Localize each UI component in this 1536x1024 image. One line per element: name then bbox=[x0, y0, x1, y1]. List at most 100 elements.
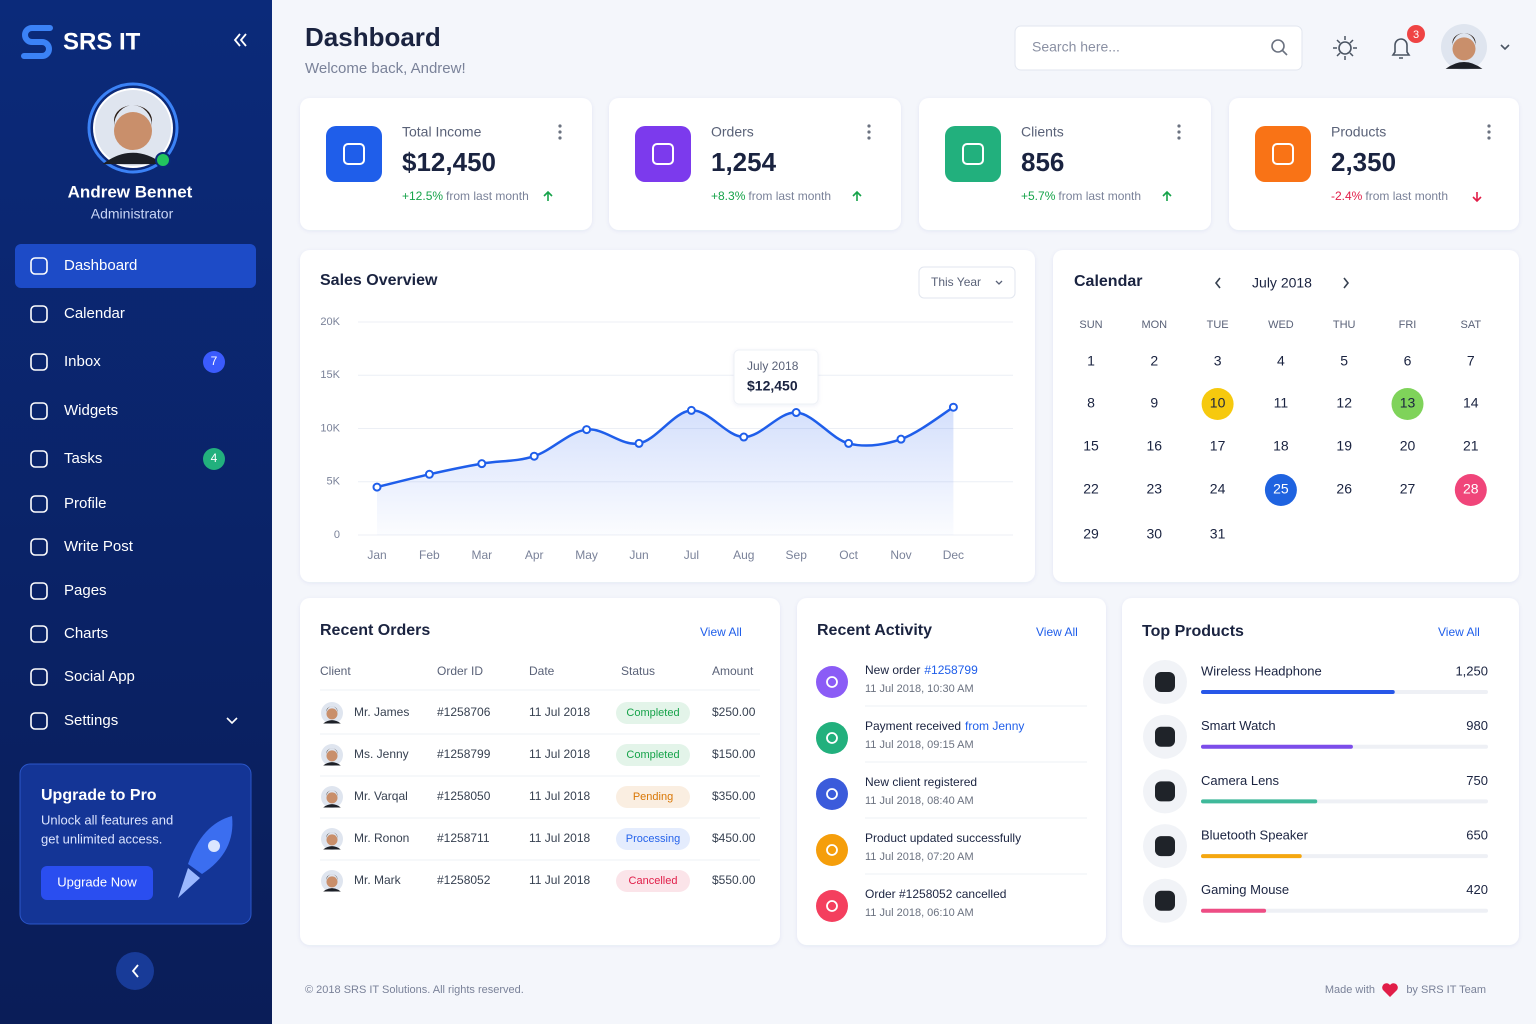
top-products-card: Top Products View All Wireless Headphone 1,… bbox=[1122, 598, 1519, 945]
rocket-flame bbox=[178, 868, 200, 898]
menu-item[interactable]: Social App bbox=[30, 668, 135, 686]
day[interactable]: 25 bbox=[1264, 474, 1297, 506]
stat-icon bbox=[652, 143, 674, 165]
product-image bbox=[1155, 726, 1175, 747]
menu-item[interactable]: Pages bbox=[30, 582, 107, 600]
menu-item[interactable]: Write Post bbox=[30, 538, 134, 556]
search-box[interactable]: Search here... bbox=[1014, 25, 1303, 71]
menu-label: Profile bbox=[64, 495, 107, 512]
day[interactable]: 3 bbox=[1214, 353, 1222, 369]
search-placeholder: Search here... bbox=[1032, 39, 1120, 55]
product-image bbox=[1155, 890, 1175, 911]
card-title: Recent Orders bbox=[320, 622, 430, 639]
cell: Mr. James bbox=[354, 705, 409, 719]
view-all[interactable]: View All bbox=[700, 625, 742, 639]
menu-item[interactable]: Charts bbox=[30, 625, 108, 643]
day[interactable]: 15 bbox=[1083, 438, 1099, 454]
day[interactable]: 6 bbox=[1404, 353, 1412, 369]
menu-item[interactable]: Dashboard bbox=[15, 244, 256, 288]
menu-item[interactable]: Calendar bbox=[30, 305, 125, 323]
activity-link[interactable]: #1258799 bbox=[924, 663, 978, 677]
day[interactable]: 11 bbox=[1274, 395, 1289, 411]
menu-icon bbox=[30, 353, 48, 371]
day[interactable]: 29 bbox=[1083, 526, 1099, 542]
column-header: Status bbox=[621, 664, 655, 678]
profile-menu[interactable] bbox=[1441, 24, 1487, 70]
day[interactable]: 5 bbox=[1340, 353, 1348, 369]
day[interactable]: 28 bbox=[1454, 474, 1487, 506]
day[interactable]: 1 bbox=[1087, 353, 1095, 369]
upgrade-button[interactable]: Upgrade Now bbox=[41, 866, 153, 900]
day-number: 22 bbox=[1083, 481, 1099, 497]
card-bg bbox=[300, 598, 780, 945]
avatar-face bbox=[1452, 37, 1476, 61]
cell: 11 Jul 2018 bbox=[529, 747, 590, 761]
stat-value: 2,350 bbox=[1331, 147, 1396, 177]
point bbox=[634, 438, 644, 448]
card-title: Recent Activity bbox=[817, 622, 932, 639]
menu-icon bbox=[30, 305, 48, 323]
cell: Mr. Ronon bbox=[354, 831, 409, 845]
activity-icon-glyph bbox=[826, 676, 838, 688]
day-number: 1 bbox=[1087, 353, 1095, 369]
day[interactable]: 30 bbox=[1147, 526, 1163, 542]
day[interactable]: 8 bbox=[1087, 395, 1095, 411]
day[interactable]: 21 bbox=[1463, 438, 1479, 454]
menu-item[interactable]: Inbox 7 bbox=[30, 351, 225, 373]
activity-icon bbox=[816, 666, 848, 698]
view-all[interactable]: View All bbox=[1438, 625, 1480, 639]
day[interactable]: 17 bbox=[1210, 438, 1226, 454]
progress-bar bbox=[1201, 690, 1395, 694]
bell-icon[interactable] bbox=[1391, 38, 1411, 59]
notification-count: 3 bbox=[1413, 29, 1419, 41]
view-all[interactable]: View All bbox=[1036, 625, 1078, 639]
next-month[interactable] bbox=[1343, 277, 1350, 289]
menu-item[interactable]: Widgets bbox=[30, 402, 118, 420]
day[interactable]: 9 bbox=[1150, 395, 1158, 411]
day[interactable]: 16 bbox=[1147, 438, 1163, 454]
menu-label: Tasks bbox=[64, 450, 102, 467]
day[interactable]: 14 bbox=[1463, 395, 1479, 411]
kebab-dot bbox=[558, 136, 562, 140]
made-with: Made with bbox=[1325, 984, 1375, 996]
menu-icon bbox=[30, 625, 48, 643]
kebab-dot bbox=[1177, 130, 1181, 134]
day[interactable]: 27 bbox=[1400, 481, 1416, 497]
day[interactable]: 26 bbox=[1336, 481, 1352, 497]
day[interactable]: 13 bbox=[1391, 388, 1424, 420]
online-dot bbox=[155, 152, 171, 168]
day-number: 12 bbox=[1336, 395, 1352, 411]
day[interactable]: 7 bbox=[1467, 353, 1475, 369]
menu-item[interactable]: Settings bbox=[30, 712, 238, 730]
day[interactable]: 23 bbox=[1147, 481, 1163, 497]
menu-item[interactable]: Tasks 4 bbox=[30, 448, 225, 470]
day[interactable]: 10 bbox=[1201, 388, 1234, 420]
day[interactable]: 18 bbox=[1273, 438, 1289, 454]
progress-track bbox=[1201, 908, 1488, 913]
upgrade-text: get unlimited access. bbox=[41, 831, 162, 846]
card-bg bbox=[797, 598, 1106, 945]
prev-month[interactable] bbox=[1214, 277, 1221, 289]
day[interactable]: 2 bbox=[1150, 353, 1158, 369]
cell: #1258711 bbox=[437, 831, 490, 845]
kebab-dot bbox=[867, 124, 871, 128]
sidebar-toggle[interactable] bbox=[116, 952, 154, 990]
period-select[interactable]: This Year bbox=[918, 266, 1016, 299]
weekday: WED bbox=[1268, 319, 1294, 331]
menu-label: Write Post bbox=[64, 538, 134, 555]
stat-icon bbox=[343, 143, 365, 165]
status-label: Pending bbox=[633, 791, 673, 803]
day[interactable]: 19 bbox=[1336, 438, 1352, 454]
day[interactable]: 31 bbox=[1210, 526, 1226, 542]
day-number: 30 bbox=[1147, 526, 1163, 542]
collapse-icon[interactable] bbox=[233, 33, 247, 47]
menu-label: Settings bbox=[64, 712, 118, 729]
day[interactable]: 12 bbox=[1336, 395, 1352, 411]
activity-link[interactable]: from Jenny bbox=[965, 719, 1024, 733]
day[interactable]: 24 bbox=[1210, 481, 1226, 497]
theme-toggle[interactable] bbox=[1338, 41, 1352, 55]
day[interactable]: 4 bbox=[1277, 353, 1285, 369]
menu-item[interactable]: Profile bbox=[30, 495, 107, 513]
day[interactable]: 20 bbox=[1400, 438, 1416, 454]
day[interactable]: 22 bbox=[1083, 481, 1099, 497]
